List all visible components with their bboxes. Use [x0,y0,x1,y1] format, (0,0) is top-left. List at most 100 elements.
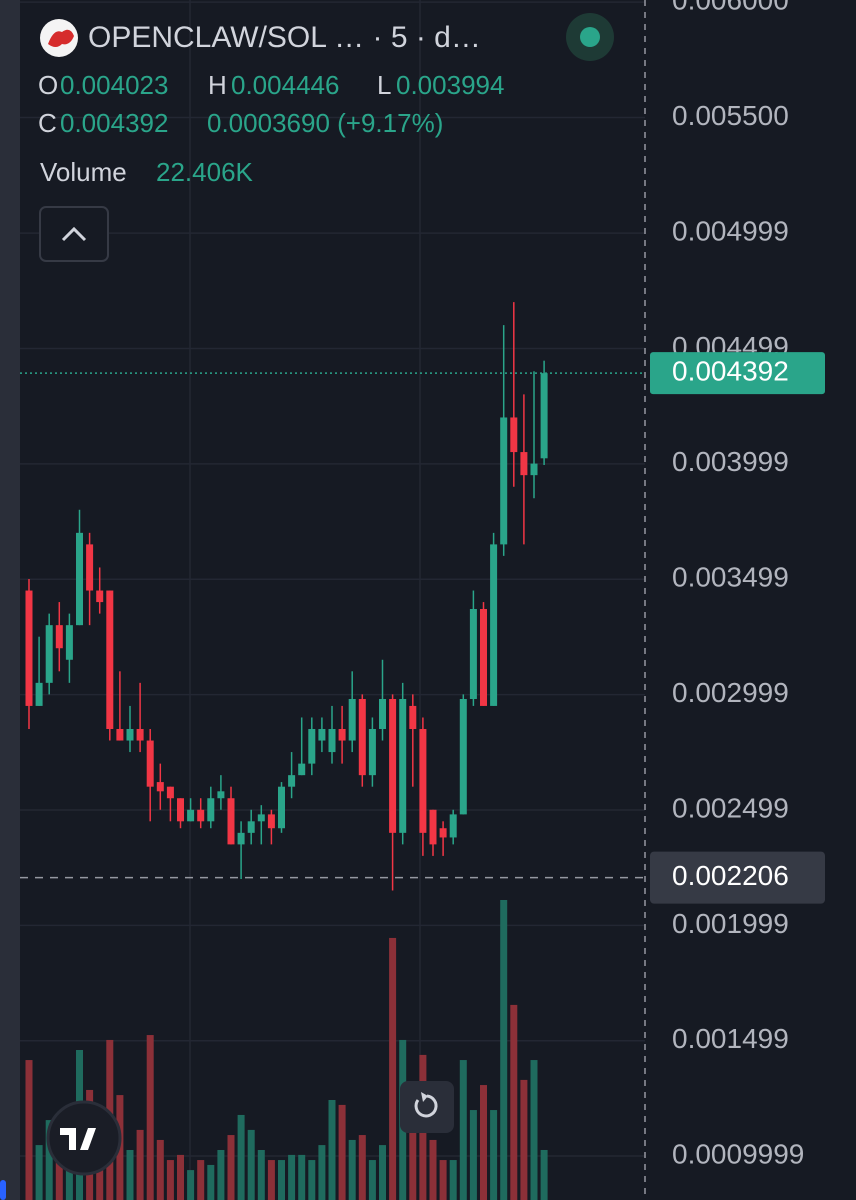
candle-body [449,814,457,838]
volume-bar [166,1160,174,1200]
candle-body [146,740,154,787]
low-label: L [377,70,391,100]
candle-body [65,625,73,660]
logo-button[interactable] [46,1100,122,1176]
candle-body [55,625,63,649]
volume-bar [459,1060,467,1200]
volume-bar [257,1150,265,1200]
high-label: H [208,70,227,100]
volume-bar [520,1079,528,1200]
volume-bar [278,1160,285,1200]
volume-bar [379,1145,386,1200]
volume-bar [348,1139,356,1200]
grid [189,0,421,1200]
volume-bar [217,1150,225,1200]
candle-body [348,699,356,741]
collapse-button[interactable] [39,206,109,262]
y-tick-label: 0.004999 [672,215,789,246]
volume-bar [267,1160,275,1200]
volume-bar [298,1154,306,1200]
candle-body [409,705,417,729]
candle-body [459,699,467,815]
volume-bar [490,1110,498,1200]
y-tick-label: 0.006000 [672,0,789,15]
volume-bar [45,1120,53,1200]
open-value: 0.004023 [60,70,168,100]
legend: OPENCLAW/SOL … · 5 · d… O 0.004023 H 0.0… [38,13,614,262]
volume-bar [308,1160,316,1200]
candle-body [288,775,296,787]
last-price-tag [650,352,825,395]
candle-body [187,809,195,822]
volume-bar [126,1150,134,1200]
candle-body [227,798,235,845]
y-tick-label: 0.0009999 [672,1138,804,1169]
volume-bar [237,1114,245,1200]
y-tick-label: 0.001499 [672,1023,789,1054]
volume-bar [146,1035,154,1200]
candle-body [540,373,548,459]
low-value: 0.003994 [396,70,504,100]
candle-body [35,682,43,706]
volume-bar [55,1139,63,1200]
candle-body [500,417,508,545]
volume-bar [500,900,508,1200]
symbol-icon-shape [48,29,74,47]
volume-bar [338,1104,346,1200]
volume-bar [530,1060,538,1200]
y-tick-label: 0.002999 [672,677,789,708]
last-price-label: 0.004392 [672,356,789,387]
volume-bar [368,1160,376,1200]
candle-body [510,417,518,453]
candle-body [469,609,477,699]
reset-button[interactable] [400,1081,454,1133]
left-sidebar [0,0,20,1200]
volume-bar [197,1160,205,1200]
volume-bar [318,1145,326,1200]
candle-body [217,791,225,799]
candle-body [237,832,245,845]
edge-indicator [0,1180,6,1200]
candle-body [247,821,255,833]
candle-body [25,590,33,706]
candle-body [156,782,164,792]
candle-body [96,590,104,603]
candle-body [106,590,114,729]
candle-body [368,729,376,776]
y-tick-label: 0.002499 [672,792,789,823]
candle-body [136,729,144,741]
crosshair-price-label: 0.002206 [672,860,789,891]
volume-bar [207,1164,215,1200]
volume-bar [25,1060,33,1200]
volume-bar [187,1170,195,1200]
y-tick-label: 0.005500 [672,100,789,131]
open-label: O [38,70,58,100]
volume-bar [328,1100,336,1200]
candle-body [166,786,174,799]
candle-body [399,699,407,833]
symbol-title[interactable]: OPENCLAW/SOL … · 5 · d… [88,21,481,54]
candle-body [308,729,316,764]
candle-body [439,828,447,838]
y-tick-label: 0.003499 [672,562,789,593]
volume-bar [156,1139,164,1200]
high-value: 0.004446 [231,70,339,100]
volume-bar [177,1154,184,1200]
candle-body [429,809,437,845]
candle-body [389,699,397,833]
candle-body [318,729,326,741]
volume-bar [510,1004,518,1200]
volume-bar [65,1150,73,1200]
volume-bar [288,1154,296,1200]
candle-body [419,729,427,833]
candle-body [379,699,386,729]
candle-body [267,814,275,829]
volume-bar [35,1145,43,1200]
volume-bar [540,1149,548,1200]
volume-label: Volume [40,157,127,187]
volume-bar [227,1135,235,1200]
candle-body [126,729,134,741]
